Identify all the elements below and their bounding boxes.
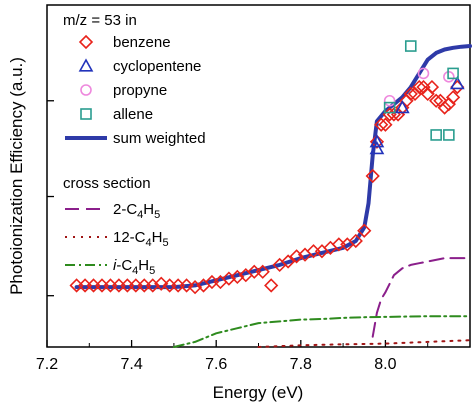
point-benzene [412, 79, 427, 95]
point-benzene [154, 276, 169, 291]
legend-marker-allene [80, 108, 92, 120]
y-axis-label: Photoionization Efficiency (a.u.) [7, 57, 26, 295]
x-tick-label: 7.4 [120, 356, 142, 373]
point-benzene [145, 278, 160, 293]
legend-label-2-C4H5: 2-C4H5 [113, 201, 160, 221]
point-benzene [429, 93, 444, 108]
x-tick-label: 7.2 [36, 356, 58, 373]
x-axis-label: Energy (eV) [213, 383, 304, 402]
point-benzene [255, 264, 270, 279]
point-cyclopentene [369, 140, 385, 155]
legend-title: m/z = 53 in [63, 12, 137, 29]
point-benzene [403, 86, 418, 102]
cross-section-legend-items: 2-C4H5 12-C4H5 i-C4H5 [65, 201, 169, 277]
legend-marker-benzene [78, 34, 94, 50]
legend-label-i-C4H5: i-C4H5 [113, 257, 155, 277]
cross-section-line-12-C4H5 [257, 339, 471, 348]
point-allene [443, 129, 455, 141]
legend-label-cyclopentene: cyclopentene [113, 58, 201, 75]
legend-marker-propyne [80, 84, 92, 96]
point-allene [447, 67, 459, 80]
point-cyclopentene [369, 134, 385, 148]
point-benzene [437, 100, 452, 115]
point-allene [404, 40, 417, 52]
point-benzene [374, 117, 389, 132]
point-benzene [264, 278, 279, 293]
point-cyclopentene [394, 99, 410, 114]
x-ticks: 7.2 7.4 7.6 7.8 8.0 [36, 340, 429, 373]
legend-marker-cyclopentene [78, 58, 94, 72]
point-benzene [365, 168, 380, 184]
legend-label-12-C4H5: 12-C4H5 [113, 229, 169, 249]
legend-label-allene: allene [113, 106, 153, 123]
point-benzene [230, 269, 245, 285]
point-benzene [221, 271, 237, 286]
x-tick-label: 8.0 [374, 356, 396, 373]
data-points [69, 40, 465, 295]
x-tick-label: 7.8 [290, 356, 312, 373]
point-allene [430, 129, 442, 141]
cross-section-line-2-C4H5 [371, 257, 471, 338]
point-benzene [424, 79, 440, 95]
point-benzene [280, 254, 296, 269]
legend-label-sum-weighted: sum weighted [113, 130, 206, 147]
point-benzene [369, 134, 385, 149]
cross-section-title: cross section [63, 175, 151, 192]
legend-items: benzene cyclopentene propyne allene sum weig… [65, 34, 206, 147]
legend: m/z = 53 in benzene cyclopentene propyne al… [63, 12, 206, 277]
cross-section-line-i-C4H5 [172, 315, 471, 348]
y-ticks [47, 100, 54, 297]
point-benzene [289, 249, 304, 264]
point-benzene [179, 278, 194, 293]
point-propyne [417, 67, 430, 80]
legend-label-benzene: benzene [113, 34, 171, 51]
x-tick-label: 7.6 [205, 356, 227, 373]
point-propyne [383, 94, 396, 107]
point-allene [383, 101, 396, 114]
legend-label-propyne: propyne [113, 82, 167, 99]
point-benzene [187, 280, 203, 295]
point-benzene [357, 223, 372, 238]
point-cyclopentene [449, 76, 465, 90]
point-benzene [378, 117, 393, 132]
point-benzene [445, 90, 461, 105]
point-benzene [348, 233, 363, 249]
